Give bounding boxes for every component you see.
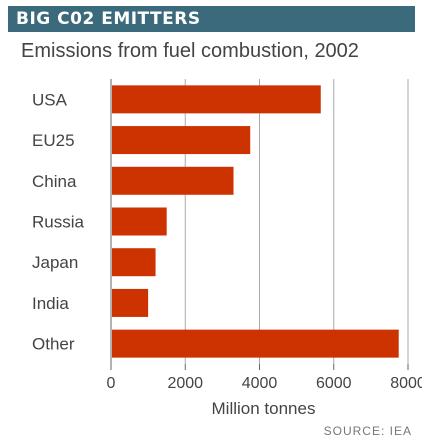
bar [112, 166, 234, 195]
category-label: India [32, 294, 69, 313]
chart-title: BIG C02 EMITTERS [16, 9, 201, 29]
bar [112, 207, 167, 236]
bar [112, 329, 399, 358]
category-label: Japan [32, 253, 78, 272]
category-label: Other [32, 335, 75, 354]
source-note: SOURCE: IEA [323, 424, 412, 438]
category-label: Russia [32, 213, 85, 232]
bar [112, 248, 156, 277]
category-label: USA [32, 90, 68, 109]
tick-label: 6000 [316, 375, 352, 392]
chart-subtitle: Emissions from fuel combustion, 2002 [21, 40, 359, 62]
tick-label: 4000 [242, 375, 278, 392]
title-bar: BIG C02 EMITTERS [8, 6, 415, 32]
bar [112, 288, 149, 317]
x-axis-title: Million tonnes [212, 399, 316, 418]
tick-label: 2000 [167, 375, 203, 392]
tick-label: 0 [107, 375, 116, 392]
category-label: China [32, 172, 77, 191]
bar [112, 85, 321, 114]
category-label: EU25 [32, 131, 75, 150]
tick-label: 8000 [390, 375, 422, 392]
bar [112, 126, 251, 155]
